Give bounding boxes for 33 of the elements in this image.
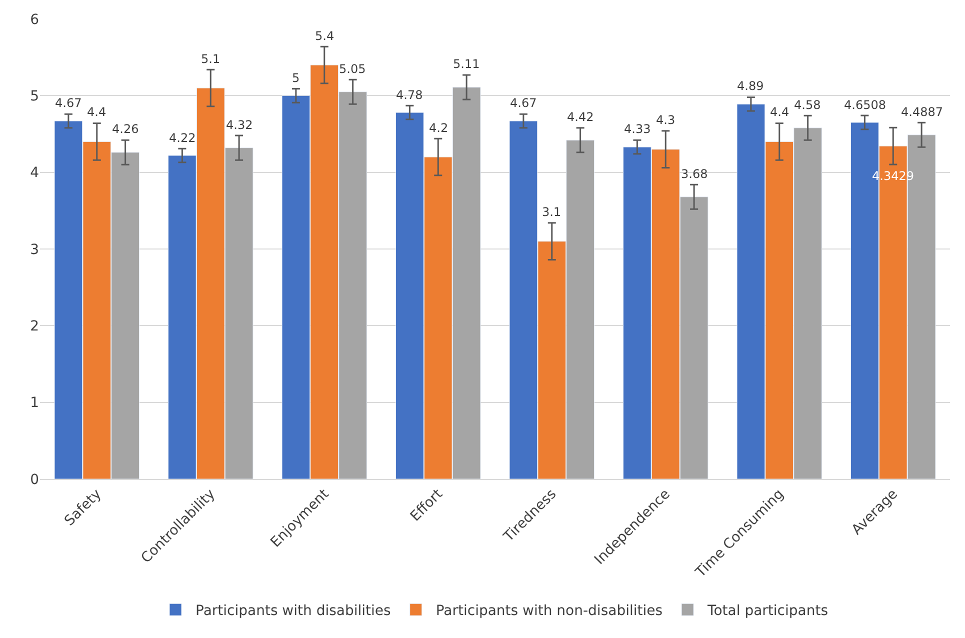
legend-label: Participants with disabilities bbox=[196, 603, 391, 620]
data-label: 3.1 bbox=[542, 205, 562, 219]
data-label: 5.1 bbox=[201, 52, 220, 66]
data-label: 4.78 bbox=[396, 88, 423, 102]
data-label: 4.6508 bbox=[844, 98, 886, 112]
data-label: 4.3 bbox=[656, 113, 676, 127]
data-label: 5 bbox=[292, 71, 300, 85]
data-label: 4.4887 bbox=[901, 105, 943, 119]
data-label: 5.4 bbox=[315, 29, 334, 43]
data-label: 4.26 bbox=[112, 122, 139, 136]
data-label: 4.33 bbox=[624, 122, 651, 136]
legend-label: Total participants bbox=[706, 603, 828, 620]
y-tick-label: 4 bbox=[30, 165, 40, 182]
data-label: 4.58 bbox=[794, 98, 821, 112]
data-label: 5.05 bbox=[339, 62, 366, 76]
y-tick-label: 6 bbox=[30, 12, 40, 28]
data-label: 3.68 bbox=[681, 167, 708, 181]
y-tick-label: 1 bbox=[30, 395, 39, 412]
data-label: 4.89 bbox=[737, 79, 764, 93]
y-tick-label: 2 bbox=[30, 318, 39, 335]
data-label: 4.2 bbox=[429, 121, 448, 135]
legend-label: Participants with non-disabilities bbox=[436, 603, 663, 620]
y-tick-label: 5 bbox=[30, 88, 39, 105]
data-label: 4.42 bbox=[567, 110, 594, 124]
data-label: 4.22 bbox=[169, 131, 196, 145]
data-label: 5.11 bbox=[453, 57, 480, 71]
y-tick-label: 3 bbox=[30, 242, 39, 258]
data-label: 4.4 bbox=[770, 105, 790, 119]
data-label: 4.67 bbox=[510, 96, 537, 110]
data-label: 4.67 bbox=[55, 96, 82, 110]
data-label: 4.32 bbox=[226, 118, 253, 132]
data-label: 4.4 bbox=[87, 105, 106, 119]
y-tick-label: 0 bbox=[30, 472, 39, 488]
